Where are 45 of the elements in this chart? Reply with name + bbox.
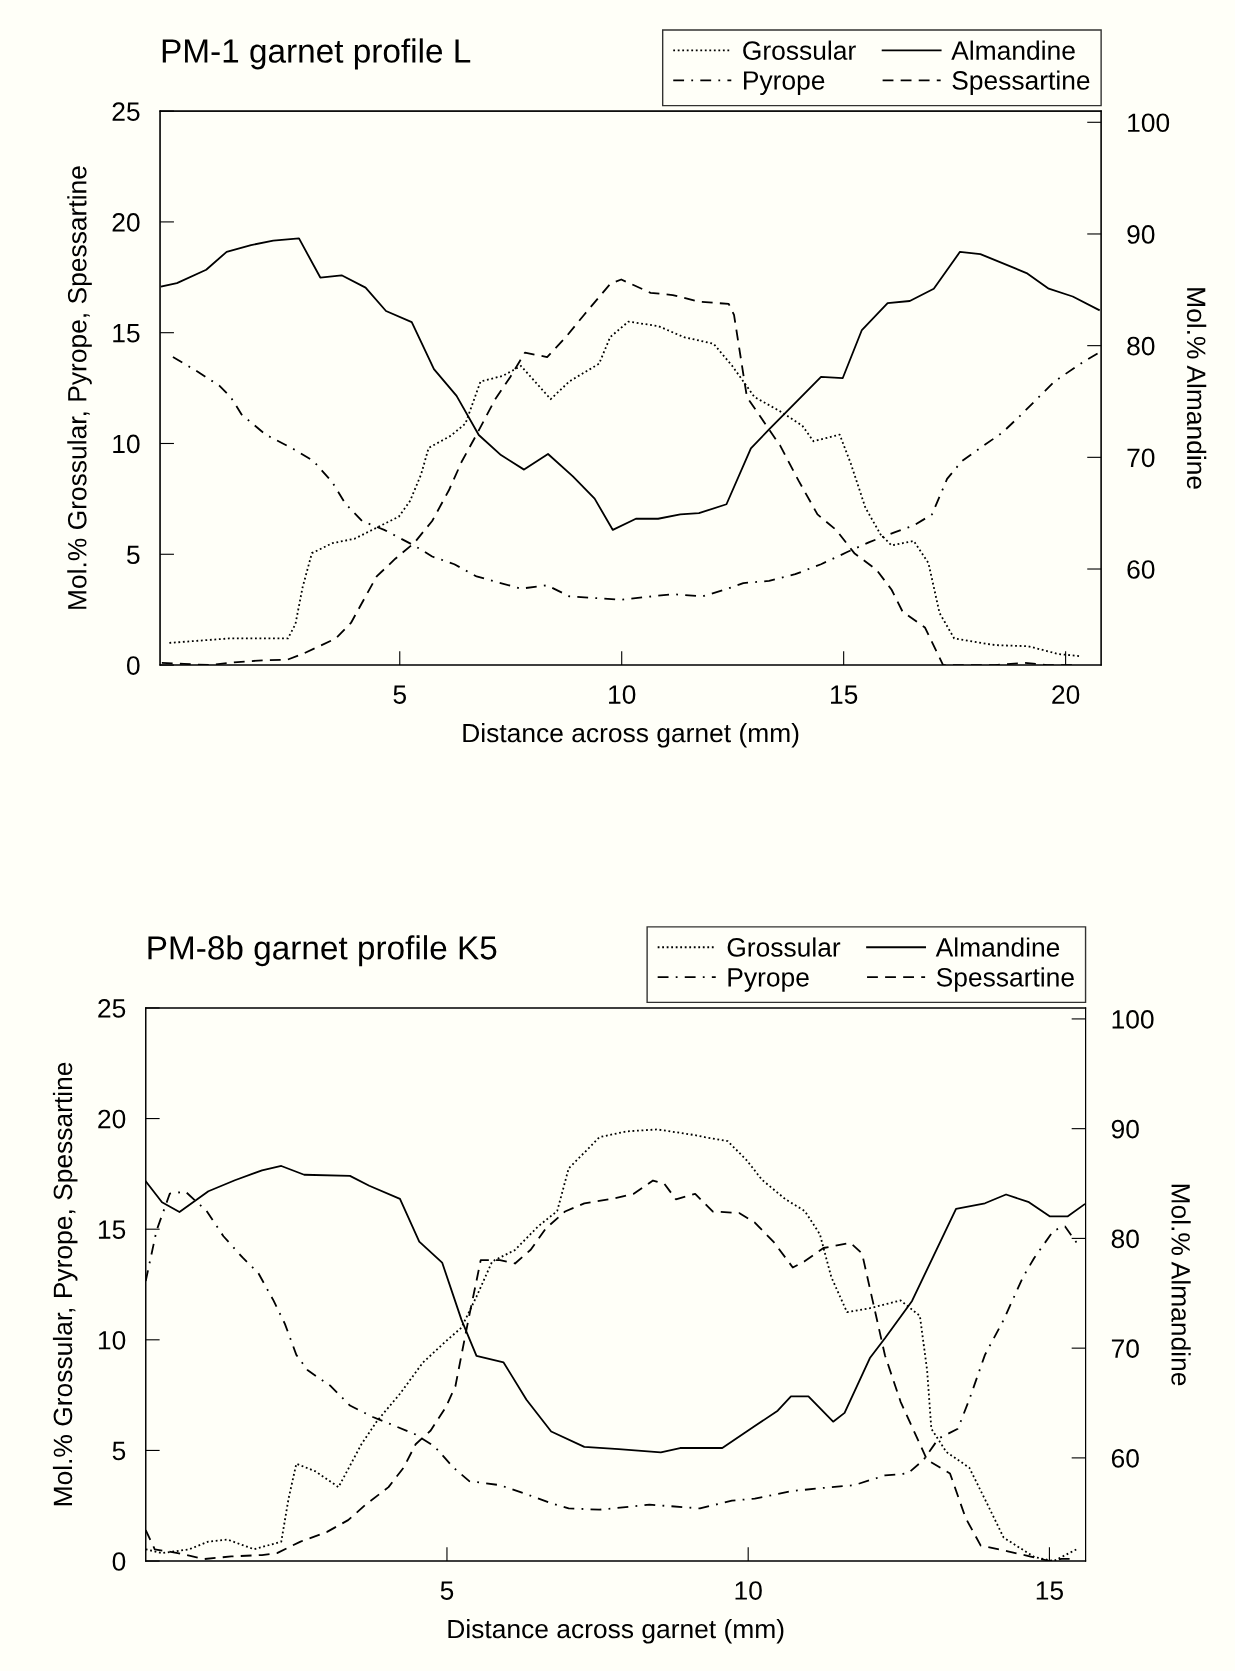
y-tick-label: 25 (112, 102, 140, 121)
y2-axis-title: Mol.% Almandine (1171, 1184, 1191, 1386)
x-tick-label: 20 (1052, 685, 1080, 704)
y2-axis-title: Mol.% Almandine (1186, 288, 1207, 489)
legend-label: Grossular (743, 40, 856, 60)
x-tick-label: 15 (831, 685, 858, 704)
x-tick-label: 10 (609, 685, 636, 704)
x-tick-label: 15 (1036, 1581, 1063, 1600)
legend-label: Almandine (935, 937, 1060, 957)
legend-label: Pyrope (728, 968, 809, 992)
y-tick-label: 5 (112, 1441, 126, 1461)
y2-tick-label: 70 (1111, 1339, 1139, 1358)
y2-tick-label: 80 (1127, 336, 1155, 356)
legend-label: Spessartine (952, 70, 1090, 96)
y2-tick-label: 90 (1127, 225, 1155, 244)
y-tick-label: 15 (113, 324, 140, 343)
y-tick-label: 15 (98, 1220, 126, 1240)
y-tick-label: 20 (98, 1109, 126, 1129)
y-tick-label: 5 (126, 545, 140, 565)
y-tick-label: 0 (126, 656, 140, 675)
y-axis-title: Mol.% Grossular, Pyrope, Spessartine (52, 1062, 78, 1506)
y2-tick-label: 90 (1111, 1119, 1139, 1139)
legend-label: Pyrope (744, 71, 825, 96)
x-axis-title: Distance across garnet (mm) (448, 1618, 784, 1644)
y2-tick-label: 60 (1127, 560, 1155, 579)
y2-tick-label: 70 (1127, 448, 1155, 468)
chart-title: PM-8b garnet profile K5 (148, 935, 497, 967)
chart-title: PM-1 garnet profile L (162, 38, 471, 70)
y2-tick-label: 100 (1112, 1010, 1154, 1029)
y-tick-label: 0 (112, 1552, 126, 1571)
y2-tick-label: 60 (1111, 1449, 1139, 1468)
legend-label: Grossular (727, 937, 841, 957)
x-axis-title: Distance across garnet (mm) (463, 722, 799, 748)
y-axis-title: Mol.% Grossular, Pyrope, Spessartine (67, 166, 92, 609)
y-tick-label: 20 (112, 213, 140, 232)
y2-tick-label: 80 (1111, 1229, 1139, 1249)
x-tick-label: 5 (393, 685, 406, 704)
y-tick-label: 10 (113, 434, 140, 454)
y-tick-label: 25 (98, 999, 126, 1018)
x-tick-label: 5 (440, 1581, 454, 1600)
y2-tick-label: 100 (1128, 113, 1170, 133)
legend-label: Spessartine (936, 967, 1074, 992)
x-tick-label: 10 (735, 1581, 762, 1600)
legend-label: Almandine (951, 40, 1075, 60)
y-tick-label: 10 (98, 1330, 126, 1350)
